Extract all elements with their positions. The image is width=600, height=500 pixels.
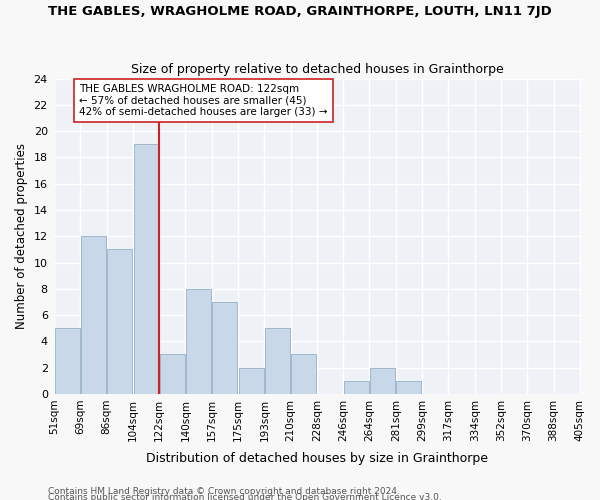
Bar: [370, 368, 395, 394]
Bar: [344, 381, 369, 394]
Bar: [212, 302, 238, 394]
X-axis label: Distribution of detached houses by size in Grainthorpe: Distribution of detached houses by size …: [146, 452, 488, 465]
Bar: [186, 289, 211, 394]
Bar: [81, 236, 106, 394]
Y-axis label: Number of detached properties: Number of detached properties: [15, 143, 28, 329]
Bar: [107, 250, 132, 394]
Text: Contains public sector information licensed under the Open Government Licence v3: Contains public sector information licen…: [48, 492, 442, 500]
Title: Size of property relative to detached houses in Grainthorpe: Size of property relative to detached ho…: [131, 63, 503, 76]
Bar: [160, 354, 185, 394]
Text: THE GABLES WRAGHOLME ROAD: 122sqm
← 57% of detached houses are smaller (45)
42% : THE GABLES WRAGHOLME ROAD: 122sqm ← 57% …: [79, 84, 328, 117]
Text: Contains HM Land Registry data © Crown copyright and database right 2024.: Contains HM Land Registry data © Crown c…: [48, 487, 400, 496]
Text: THE GABLES, WRAGHOLME ROAD, GRAINTHORPE, LOUTH, LN11 7JD: THE GABLES, WRAGHOLME ROAD, GRAINTHORPE,…: [48, 5, 552, 18]
Bar: [291, 354, 316, 394]
Bar: [239, 368, 263, 394]
Bar: [134, 144, 158, 394]
Bar: [397, 381, 421, 394]
Bar: [55, 328, 80, 394]
Bar: [265, 328, 290, 394]
